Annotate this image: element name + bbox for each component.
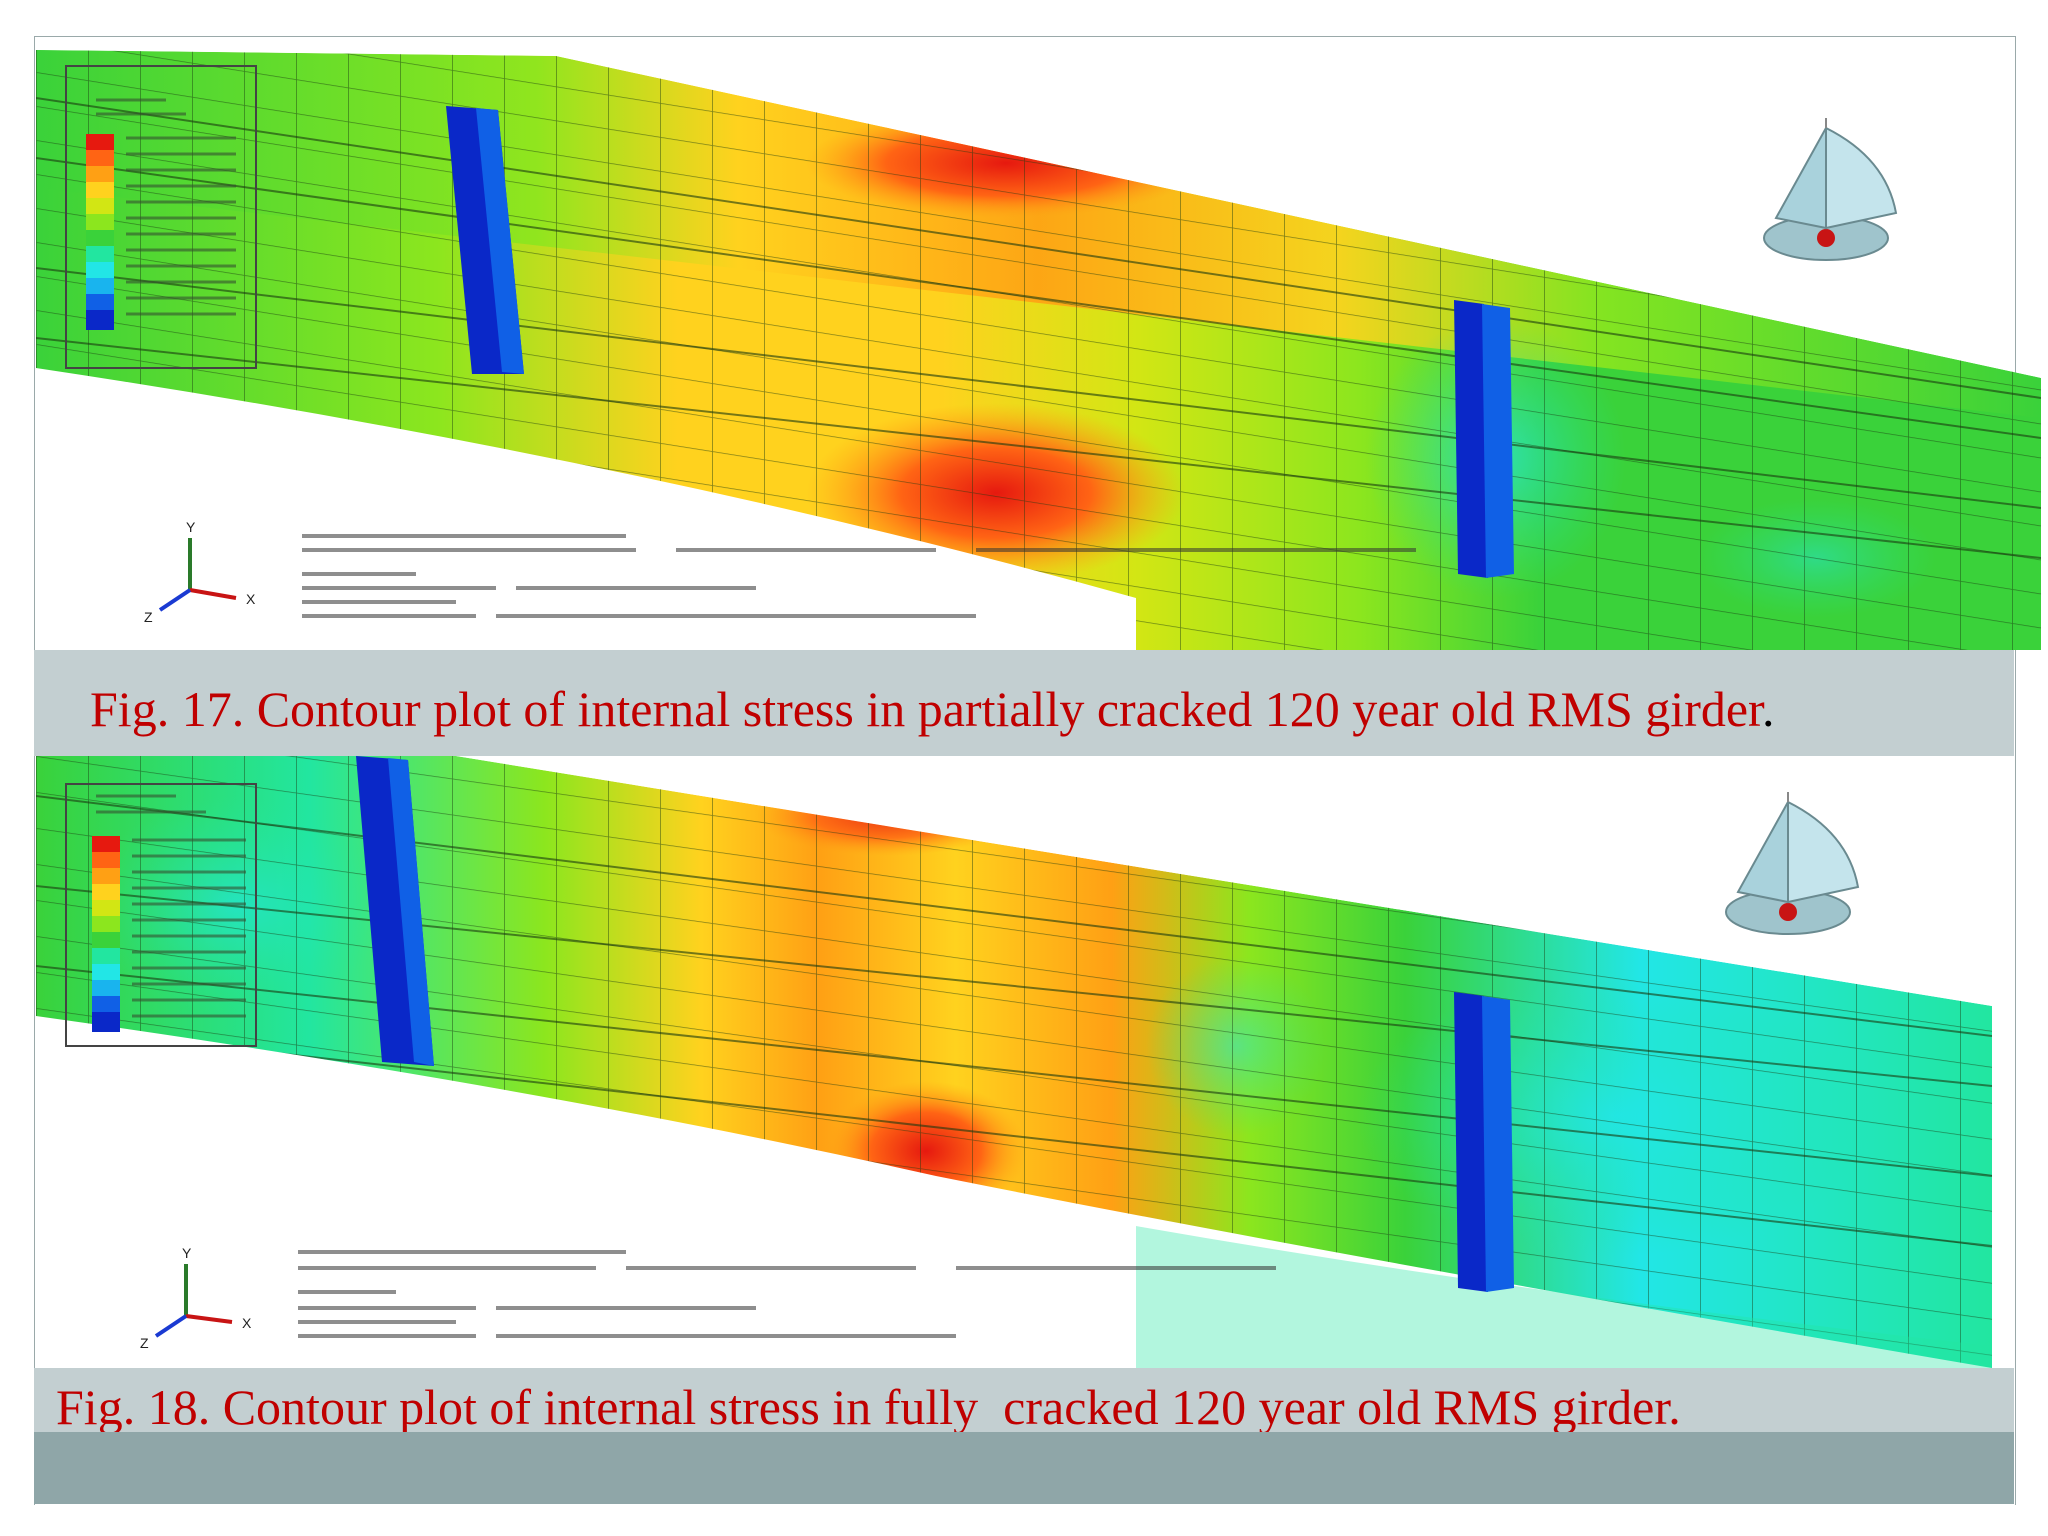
fig17-legend: [65, 65, 257, 369]
svg-text:Y: Y: [182, 1245, 192, 1261]
axis-triad-icon: Y X Z: [144, 519, 256, 625]
fig17-annotation-block: [302, 534, 1416, 618]
view-orientation-icon: [1763, 118, 1898, 261]
fig17-caption-band: [34, 650, 2014, 756]
fig17-contour-image: Y X Z: [36, 38, 2041, 650]
fig18-contour-svg: Y X Z: [36, 756, 1992, 1368]
view-orientation-icon: [1725, 792, 1860, 935]
fig18-annotation-block: [298, 1250, 1276, 1338]
svg-text:Z: Z: [144, 609, 153, 625]
fig18-caption-band: [34, 1368, 2014, 1432]
svg-text:X: X: [242, 1315, 252, 1331]
fig17-caption-text: Fig. 17. Contour plot of internal stress…: [90, 681, 1762, 737]
fig17-caption: Fig. 17. Contour plot of internal stress…: [90, 684, 1774, 734]
svg-text:Y: Y: [186, 519, 196, 535]
slide-footer-bar: [34, 1432, 2014, 1504]
fig17-contour-svg: Y X Z: [36, 50, 2041, 650]
fig17-caption-period: .: [1761, 681, 1775, 737]
svg-text:X: X: [246, 591, 256, 607]
fig18-caption-text: Fig. 18. Contour plot of internal stress…: [56, 1379, 1681, 1435]
fig18-contour-image: Y X Z: [36, 756, 1992, 1368]
svg-text:Z: Z: [140, 1335, 149, 1351]
fig18-caption: Fig. 18. Contour plot of internal stress…: [56, 1382, 1681, 1432]
fig18-legend: [65, 783, 257, 1047]
axis-triad-icon: Y X Z: [140, 1245, 252, 1351]
